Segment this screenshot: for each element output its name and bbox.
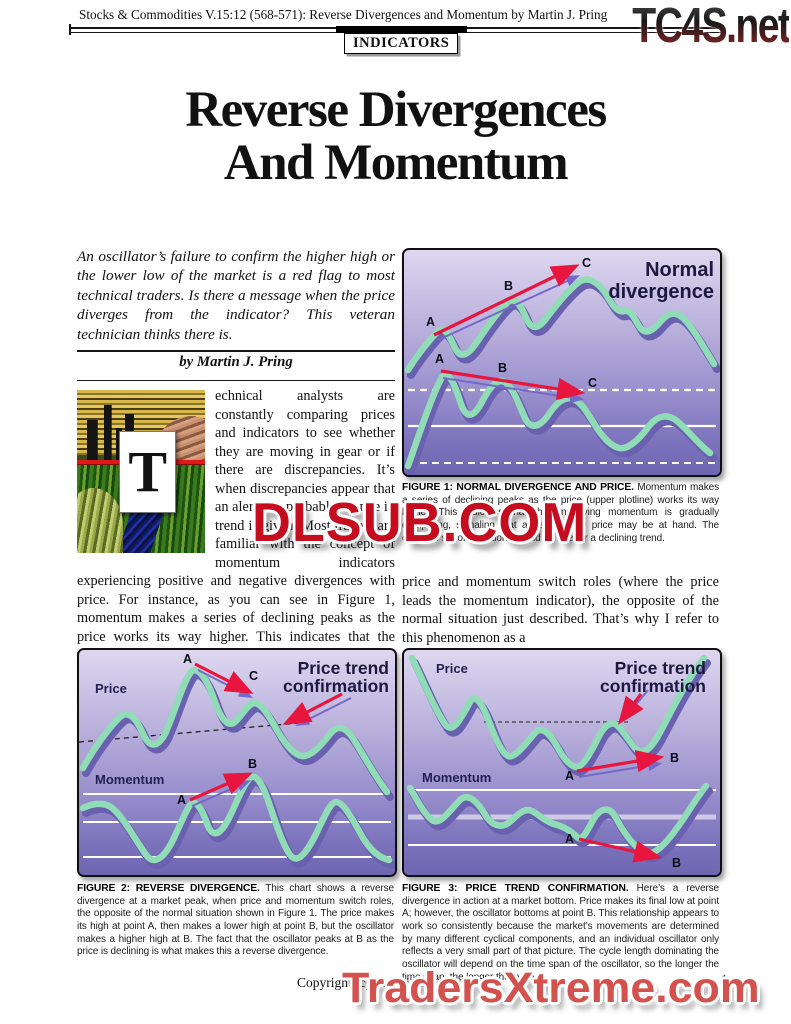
figure2-caption-lead: FIGURE 2: REVERSE DIVERGENCE.: [77, 883, 260, 894]
article-title-line2: And Momentum: [223, 134, 569, 191]
fig3-price-point-b: B: [670, 751, 679, 765]
byline: by Martin J. Pring: [179, 353, 293, 370]
fig2-momentum-point-b: B: [248, 757, 257, 771]
watermark-tradersxtreme: TradersXtreme.com: [342, 964, 760, 1012]
section-label: INDICATORS: [344, 33, 459, 54]
fig3-momentum-point-b: B: [672, 856, 681, 870]
fig3-divergence-arrows: [576, 689, 665, 863]
dropcap-letter: T: [128, 438, 168, 504]
fig2-momentum-plotline: [79, 773, 395, 869]
left-column: An oscillator’s failure to confirm the h…: [77, 247, 395, 794]
fig2-price-point-a: A: [183, 652, 192, 666]
journal-header-line: Stocks & Commodities V.15:12 (568-571): …: [79, 7, 608, 22]
fig1-price-point-b: B: [504, 279, 513, 293]
figure3-caption-text: Here’s a reverse divergence in action at…: [402, 883, 719, 983]
fig1-price-point-a: A: [426, 315, 435, 329]
fig2-annotation-line2: confirmation: [283, 676, 389, 696]
copyright-line: Copyright (c) Technical Analysis Inc.: [297, 975, 500, 990]
fig1-momentum-plotline: [404, 371, 717, 475]
page-number: 1: [721, 972, 728, 987]
fig3-momentum-label: Momentum: [422, 770, 491, 785]
figure2-caption-text: This chart shows a reverse divergence at…: [77, 883, 394, 958]
standfirst: An oscillator’s failure to confirm the h…: [77, 248, 395, 343]
byline-rule-top: [77, 350, 395, 352]
figure3-caption-lead: FIGURE 3: PRICE TREND CONFIRMATION.: [402, 883, 629, 894]
fig1-annotation-line2: divergence: [608, 281, 714, 303]
fig3-momentum-point-a: A: [565, 832, 574, 846]
figure3-caption: FIGURE 3: PRICE TREND CONFIRMATION. Here…: [402, 882, 719, 985]
fig1-annotation-line1: Normal: [645, 259, 714, 281]
fig1-momentum-point-b: B: [498, 361, 507, 375]
fig2-price-plotline: [79, 667, 394, 801]
article-title: Reverse Divergences And Momentum: [0, 84, 791, 189]
watermark-dlsub: DLSUB.COM: [252, 491, 588, 553]
watermark-tc4s: TC4S.net: [631, 0, 791, 53]
fig2-price-point-c: C: [249, 669, 258, 683]
fig2-annotation-line1: Price trend: [298, 658, 389, 678]
fig1-momentum-point-a: A: [435, 352, 444, 366]
fig1-price-plotline: [404, 276, 720, 379]
fig3-price-label: Price: [436, 661, 468, 676]
figure1-caption-text: Momentum makes a series of declining pea…: [402, 482, 719, 544]
figure1-chart: A B C A B C Normal divergence: [402, 248, 722, 477]
figure3-chart: Price Momentum A B A B Price trend confi…: [402, 648, 722, 877]
dropcap-image: T: [77, 390, 205, 554]
fig2-divergence-arrows: [189, 662, 352, 807]
fig2-price-trendline: [79, 721, 312, 743]
header-rule-tick: [69, 24, 71, 35]
figure2-caption: FIGURE 2: REVERSE DIVERGENCE. This chart…: [77, 882, 394, 959]
fig1-background: [404, 250, 720, 475]
fig2-price-label: Price: [95, 681, 127, 696]
fig3-annotation-line2: confirmation: [600, 676, 706, 696]
dropcap-letter-box: T: [119, 431, 177, 513]
fig1-divergence-arrows: [433, 264, 586, 404]
figure2-chart: Price Momentum A C A B Price trend confi…: [77, 648, 397, 877]
figure1-caption-lead: FIGURE 1: NORMAL DIVERGENCE AND PRICE.: [402, 482, 634, 493]
article-body: T echnical analysts are constantly compa…: [77, 387, 395, 794]
figure1-caption: FIGURE 1: NORMAL DIVERGENCE AND PRICE. M…: [402, 481, 719, 545]
fig3-annotation-line1: Price trend: [615, 658, 706, 678]
fig1-momentum-point-c: C: [588, 376, 597, 390]
byline-rule-bottom: [77, 379, 395, 382]
fig1-price-point-c: C: [582, 256, 591, 270]
right-column-paragraph: price and momentum switch roles (where t…: [402, 574, 719, 646]
fig3-price-point-a: A: [565, 769, 574, 783]
indicators-black-bar: [336, 26, 467, 33]
fig2-momentum-point-a: A: [177, 793, 186, 807]
article-title-line1: Reverse Divergences: [185, 82, 607, 138]
fig2-momentum-label: Momentum: [95, 772, 164, 787]
